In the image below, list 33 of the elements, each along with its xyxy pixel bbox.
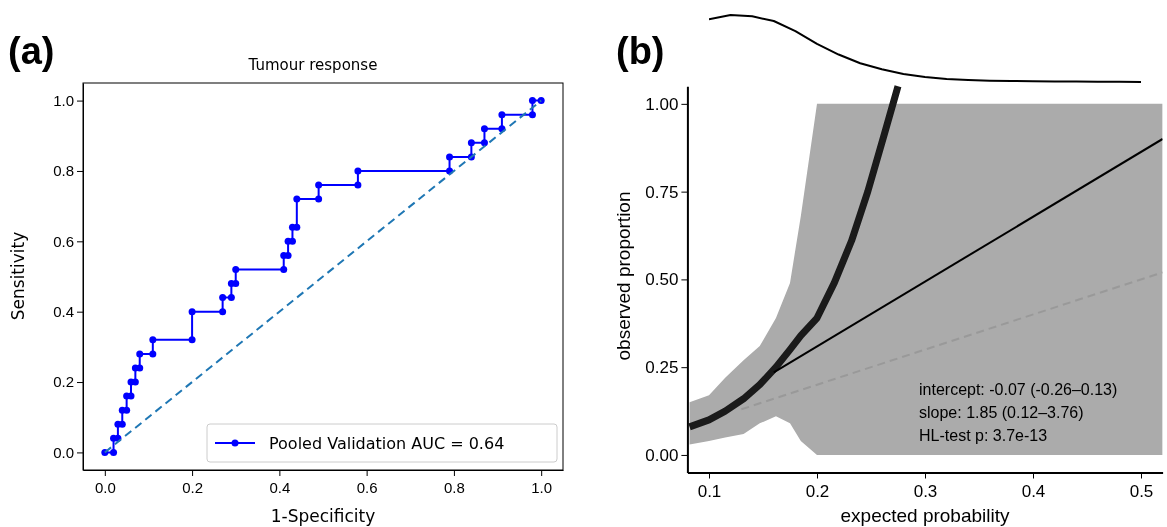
annotation: slope: 1.85 (0.12–3.76) <box>919 404 1084 421</box>
text: (b) <box>616 30 665 72</box>
y-tick-label: 1.0 <box>53 91 74 109</box>
y-tick-label: 0.25 <box>645 358 679 378</box>
annotation: intercept: -0.07 (-0.26–0.13) <box>919 381 1118 398</box>
x-tick-label: 0.4 <box>1021 481 1046 501</box>
x-tick-label: 0.4 <box>269 478 291 496</box>
y-tick-label: 0.0 <box>53 443 74 461</box>
x-axis-title: 1-Specificity <box>270 506 376 526</box>
y-tick-label: 0.75 <box>645 182 679 202</box>
text: (a) <box>8 30 55 72</box>
y-tick-label: 0.50 <box>645 270 679 290</box>
y-tick-label: 0.8 <box>53 162 74 180</box>
x-tick-label: 0.2 <box>805 481 830 501</box>
y-tick-label: 0.2 <box>53 373 74 391</box>
x-tick-label: 0.3 <box>913 481 938 501</box>
x-tick-label: 0.2 <box>182 478 204 496</box>
annotation: HL-test p: 3.7e-13 <box>919 427 1048 444</box>
y-axis-title: observed proportion <box>613 191 634 361</box>
x-tick-label: 0.5 <box>1129 481 1154 501</box>
chart-title: Tumour response <box>247 56 378 74</box>
x-tick-label: 0.1 <box>697 481 722 501</box>
x-tick-label: 0.8 <box>443 478 465 496</box>
x-axis-title: expected probability <box>840 505 1010 526</box>
y-tick-label: 0.00 <box>645 445 679 465</box>
x-tick-label: 0.6 <box>356 478 378 496</box>
y-tick-label: 0.4 <box>53 302 74 320</box>
legend-label: Pooled Validation AUC = 0.64 <box>269 434 505 453</box>
x-tick-label: 0.0 <box>94 478 116 496</box>
x-tick-label: 1.0 <box>531 478 553 496</box>
y-tick-label: 0.6 <box>53 232 74 250</box>
y-tick-label: 1.00 <box>645 94 679 114</box>
y-axis-title: Sensitivity <box>8 231 28 321</box>
